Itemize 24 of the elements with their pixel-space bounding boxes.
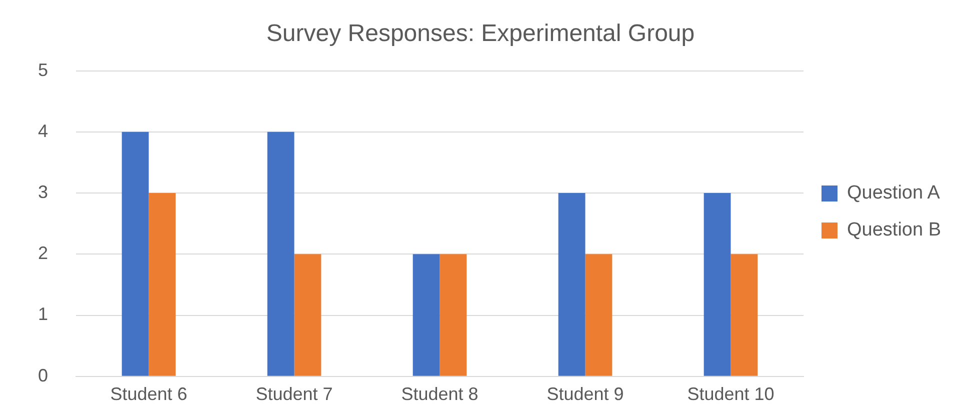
bar bbox=[412, 254, 440, 376]
bar bbox=[148, 193, 176, 376]
x-tick-label: Student 7 bbox=[256, 384, 333, 404]
y-tick-label: 4 bbox=[38, 120, 48, 141]
legend-label: Question B bbox=[847, 220, 941, 241]
y-tick-label: 2 bbox=[38, 243, 48, 264]
bar bbox=[294, 254, 322, 376]
legend-label: Question A bbox=[847, 182, 940, 204]
chart-title: Survey Responses: Experimental Group bbox=[266, 20, 695, 48]
y-tick-label: 3 bbox=[38, 182, 48, 202]
bar bbox=[730, 254, 758, 376]
x-tick-label: Student 9 bbox=[546, 384, 624, 404]
bar bbox=[267, 132, 294, 376]
x-tick-label: Student 8 bbox=[401, 384, 478, 404]
y-tick-label: 0 bbox=[38, 365, 48, 386]
x-tick-label: Student 6 bbox=[110, 384, 188, 404]
bar bbox=[122, 132, 149, 376]
bar bbox=[585, 254, 612, 376]
bar bbox=[704, 193, 731, 376]
y-tick-label: 1 bbox=[38, 304, 48, 324]
bar bbox=[440, 254, 467, 376]
x-tick-label: Student 10 bbox=[687, 384, 774, 404]
y-tick-label: 5 bbox=[38, 60, 48, 80]
bar bbox=[558, 193, 586, 376]
